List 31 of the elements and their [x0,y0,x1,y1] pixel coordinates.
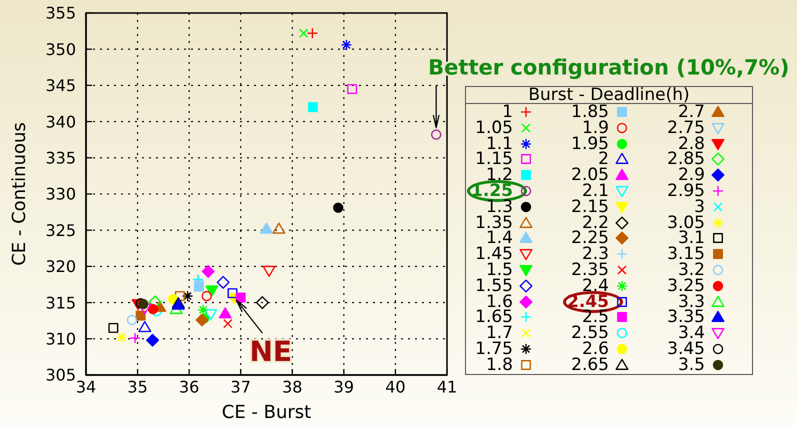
y-tick-label: 350 [45,40,76,59]
x-tick-label: 34 [76,377,96,396]
legend-label: 2.4 [582,276,609,296]
y-tick-label: 335 [45,148,76,168]
y-tick-label: 305 [45,366,76,385]
legend-title: Burst - Deadline(h) [528,85,690,105]
legend-label: 2.1 [582,181,609,201]
y-tick-label: 340 [45,112,76,132]
x-tick-label: 40 [385,377,406,396]
legend-label: 1.8 [484,354,513,375]
y-axis-title: CE - Continuous [9,122,30,266]
y-tick-label: 330 [45,184,76,204]
legend-label: 2.65 [570,354,609,375]
legend-label: 3 [694,196,705,217]
y-tick-label: 325 [45,220,76,240]
x-tick-label: 39 [334,377,354,396]
x-axis-title: CE - Burst [222,402,312,423]
y-tick-label: 355 [45,4,76,23]
y-tick-label: 345 [45,76,76,96]
y-tick-label: 310 [45,329,76,348]
annotation: NE [249,335,292,368]
x-tick-label: 38 [282,377,302,396]
legend-label: 2.7 [678,102,705,122]
x-tick-label: 35 [127,377,148,396]
legend-label: 3.5 [676,354,705,375]
y-tick-label: 315 [45,293,76,312]
x-tick-label: 37 [230,377,251,396]
x-tick-label: 36 [178,377,200,396]
y-tick-label: 320 [45,257,76,276]
legend-label: 1.5 [486,260,513,280]
x-tick-label: 41 [436,377,458,396]
